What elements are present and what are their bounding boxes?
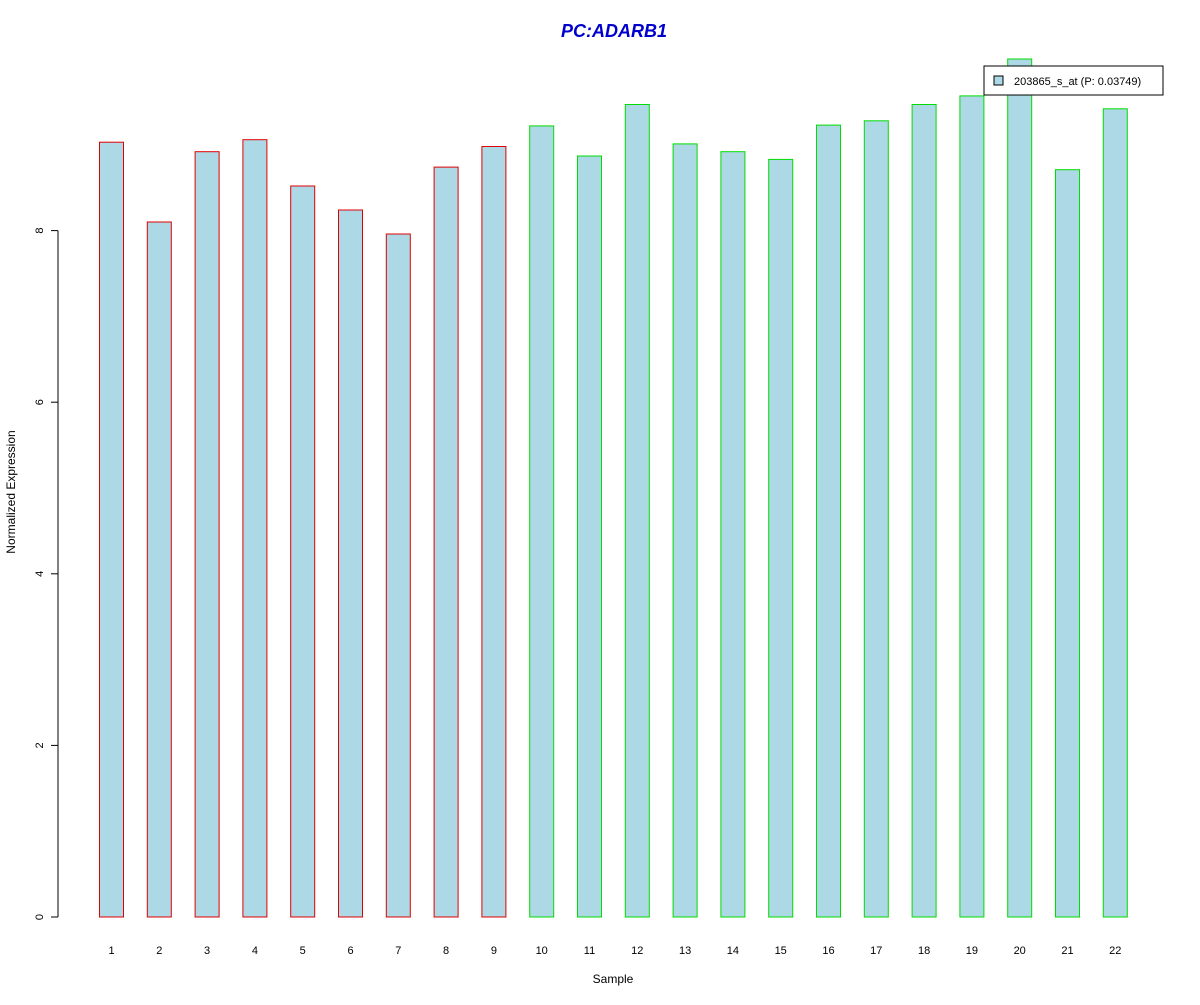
bars-group (99, 58, 1128, 918)
x-tick-label: 7 (395, 945, 401, 957)
x-tick-labels: 1 2 3 4 5 6 7 8 9 10 11 12 13 14 15 16 17 18 19 20 21 22 (108, 945, 1121, 957)
bar-sample-1 (99, 141, 124, 918)
x-tick-label: 10 (536, 945, 548, 957)
legend-label: 203865_s_at (P: 0.03749) (1014, 76, 1141, 88)
x-tick-label: 22 (1109, 945, 1121, 957)
y-tick-label: 2 (34, 742, 46, 748)
y-tick-label: 8 (34, 228, 46, 234)
bar-sample-20 (1007, 58, 1033, 918)
x-tick-label: 12 (631, 945, 643, 957)
bar-sample-17 (863, 120, 889, 918)
x-tick-label: 19 (966, 945, 978, 957)
bar-sample-4 (242, 139, 268, 918)
bar-sample-10 (529, 125, 555, 918)
y-axis-label: Normalized Expression (4, 430, 18, 553)
legend-swatch (993, 75, 1004, 86)
bar-sample-11 (577, 155, 602, 918)
bar-sample-16 (816, 124, 841, 918)
bar-sample-3 (194, 151, 220, 918)
bar-sample-5 (290, 185, 316, 918)
legend-box (983, 65, 1164, 96)
x-axis-label: Sample (593, 972, 634, 986)
x-tick-label: 18 (918, 945, 930, 957)
x-tick-label: 20 (1014, 945, 1026, 957)
x-tick-label: 16 (822, 945, 834, 957)
x-tick-label: 2 (156, 945, 162, 957)
legend: 203865_s_at (P: 0.03749) (983, 65, 1164, 96)
bar-sample-13 (672, 143, 698, 918)
x-tick-label: 11 (584, 945, 595, 957)
bar-sample-22 (1102, 108, 1128, 918)
x-tick-label: 15 (775, 945, 787, 957)
x-tick-label: 14 (727, 945, 739, 957)
x-tick-label: 4 (252, 945, 258, 957)
bar-sample-12 (624, 104, 650, 918)
bar-sample-19 (959, 95, 985, 918)
x-tick-label: 5 (300, 945, 306, 957)
bar-sample-14 (720, 151, 746, 918)
x-tick-label: 6 (347, 945, 353, 957)
bar-sample-18 (911, 104, 937, 918)
x-tick-label: 3 (204, 945, 210, 957)
y-axis: 0 2 4 6 8 (34, 228, 59, 920)
x-tick-label: 9 (491, 945, 497, 957)
bar-sample-15 (768, 158, 794, 918)
bar-sample-7 (385, 233, 411, 918)
x-tick-label: 8 (443, 945, 449, 957)
x-tick-label: 13 (679, 945, 691, 957)
x-tick-label: 1 (108, 945, 114, 957)
bar-sample-9 (481, 146, 507, 918)
bar-sample-6 (338, 209, 363, 918)
y-tick-label: 4 (34, 571, 46, 577)
y-tick-label: 6 (34, 399, 46, 405)
bar-sample-2 (146, 221, 172, 918)
x-tick-label: 17 (870, 945, 882, 957)
chart-title: PC:ADARB1 (561, 21, 667, 41)
bar-sample-8 (433, 166, 459, 918)
bar-sample-21 (1055, 169, 1080, 918)
y-tick-label: 0 (34, 914, 46, 920)
x-tick-label: 21 (1061, 945, 1073, 957)
